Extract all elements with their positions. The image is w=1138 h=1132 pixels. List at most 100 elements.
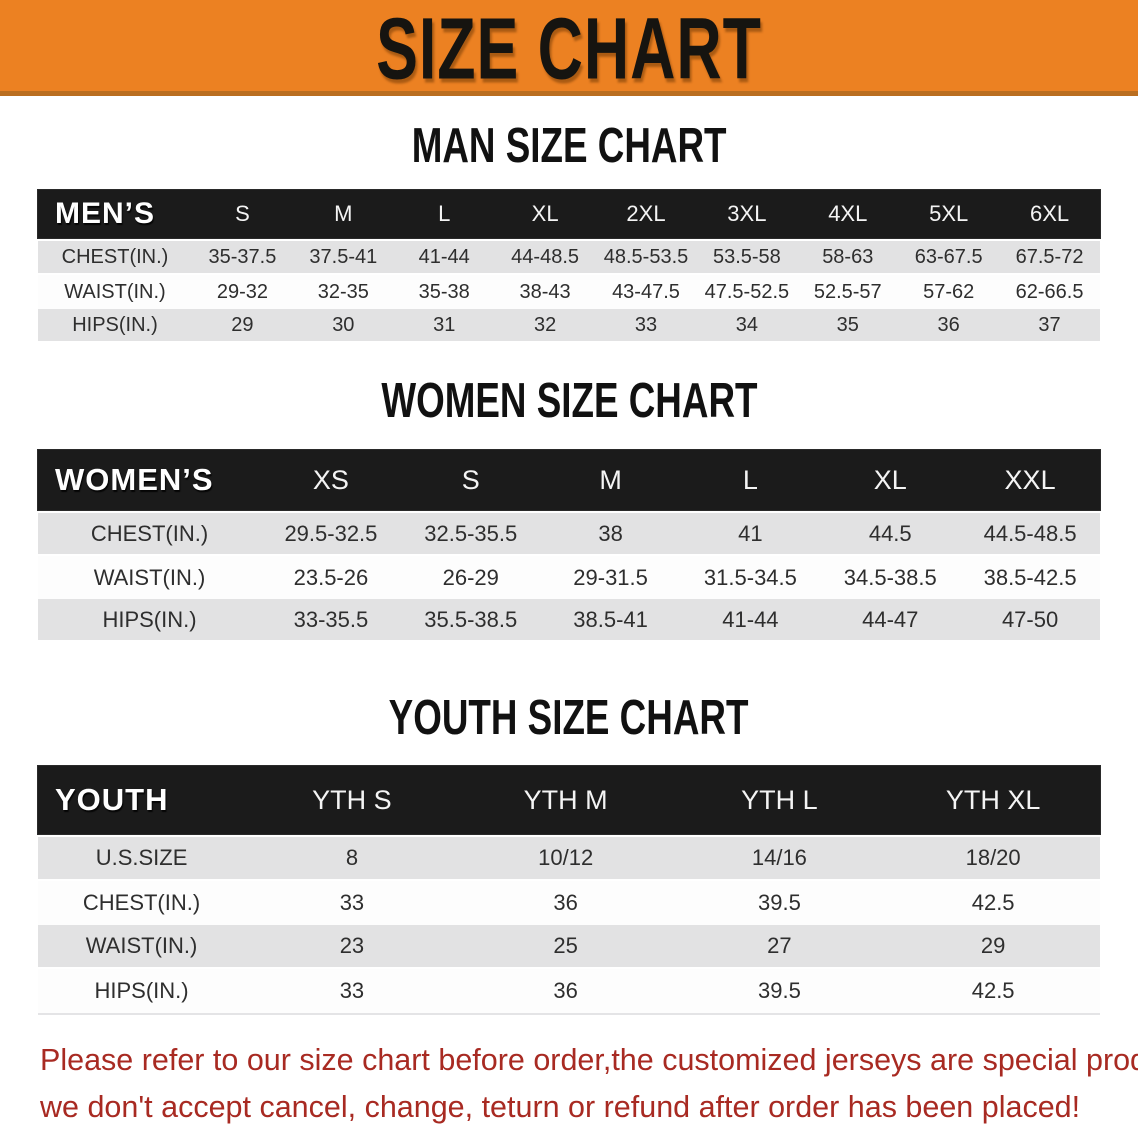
row-label: U.S.SIZE bbox=[95, 845, 188, 870]
mens-hips-row: HIPS(IN.) 29 30 31 32 33 34 35 36 37 bbox=[38, 309, 1100, 343]
table-cell: 25 bbox=[553, 933, 578, 958]
table-cell: 33 bbox=[339, 978, 365, 1003]
youth-hips-row: HIPS(IN.) 33 36 39.5 42.5 bbox=[38, 969, 1100, 1013]
table-cell: 29.5-32.5 bbox=[284, 520, 378, 546]
table-cell: 34.5-38.5 bbox=[843, 564, 937, 590]
youth-waist-row: WAIST(IN.) 23 25 27 29 bbox=[38, 925, 1100, 969]
mens-chest-row: CHEST(IN.) 35-37.5 37.5-41 41-44 44-48.5… bbox=[38, 241, 1100, 275]
table-cell: 18/20 bbox=[965, 845, 1021, 870]
table-cell: 32.5-35.5 bbox=[424, 520, 518, 546]
mens-table-label: MEN’S bbox=[55, 197, 156, 230]
table-cell: 10/12 bbox=[538, 845, 594, 870]
column-header: L bbox=[742, 464, 758, 495]
table-cell: 8 bbox=[345, 845, 359, 870]
table-cell: 44-47 bbox=[862, 606, 919, 632]
man-section-heading: MAN SIZE CHART bbox=[0, 119, 1138, 173]
table-cell: 52.5-57 bbox=[813, 280, 882, 303]
row-label: HIPS(IN.) bbox=[94, 978, 189, 1003]
column-header: 2XL bbox=[626, 201, 666, 226]
disclaimer: Please refer to our size chart before or… bbox=[0, 1037, 1138, 1131]
table-cell: 53.5-58 bbox=[712, 245, 781, 268]
womens-size-table: WOMEN’S XS S M L XL XXL CHEST(IN.) 29.5-… bbox=[38, 450, 1100, 642]
women-section-heading: WOMEN SIZE CHART bbox=[0, 374, 1138, 428]
mens-size-table: MEN’S S M L XL 2XL 3XL 4XL 5XL 6XL CHEST… bbox=[38, 190, 1100, 343]
row-label: HIPS(IN.) bbox=[102, 606, 197, 632]
table-cell: 38.5-41 bbox=[573, 606, 648, 632]
table-cell: 35-38 bbox=[418, 280, 470, 303]
table-cell: 42.5 bbox=[971, 978, 1015, 1003]
disclaimer-line-1: Please refer to our size chart before or… bbox=[40, 1043, 1138, 1077]
column-header: XL bbox=[531, 201, 559, 226]
table-cell: 34 bbox=[735, 313, 758, 336]
youth-size-table: YOUTH YTH S YTH M YTH L YTH XL U.S.SIZE … bbox=[38, 766, 1100, 1015]
table-cell: 42.5 bbox=[971, 890, 1015, 915]
table-cell: 29-32 bbox=[216, 280, 268, 303]
womens-table-label: WOMEN’S bbox=[55, 462, 214, 497]
disclaimer-line-2: we don't accept cancel, change, teturn o… bbox=[40, 1090, 1081, 1124]
table-cell: 39.5 bbox=[757, 890, 801, 915]
row-label: CHEST(IN.) bbox=[90, 520, 209, 546]
table-cell: 14/16 bbox=[751, 845, 807, 870]
row-label: WAIST(IN.) bbox=[64, 280, 166, 303]
table-cell: 29 bbox=[980, 933, 1006, 958]
table-cell: 62-66.5 bbox=[1015, 280, 1084, 303]
table-cell: 44.5 bbox=[868, 520, 912, 546]
column-header: 5XL bbox=[929, 201, 969, 226]
table-cell: 31.5-34.5 bbox=[703, 564, 797, 590]
table-cell: 33 bbox=[339, 890, 365, 915]
table-cell: 38 bbox=[598, 520, 623, 546]
table-cell: 67.5-72 bbox=[1015, 245, 1084, 268]
table-cell: 31 bbox=[433, 313, 456, 336]
table-cell: 57-62 bbox=[923, 280, 975, 303]
mens-table-header-row: MEN’S S M L XL 2XL 3XL 4XL 5XL 6XL bbox=[38, 190, 1100, 238]
table-cell: 38-43 bbox=[519, 280, 571, 303]
column-header: L bbox=[438, 201, 451, 226]
column-header: YTH XL bbox=[945, 784, 1041, 815]
table-cell: 37.5-41 bbox=[309, 245, 378, 268]
table-cell: 44.5-48.5 bbox=[983, 520, 1077, 546]
row-label: WAIST(IN.) bbox=[85, 933, 198, 958]
youth-heading-text: YOUTH SIZE CHART bbox=[389, 691, 749, 745]
table-cell: 41 bbox=[738, 520, 763, 546]
banner: SIZE CHART bbox=[0, 0, 1138, 96]
table-cell: 41-44 bbox=[722, 606, 779, 632]
table-cell: 38.5-42.5 bbox=[983, 564, 1077, 590]
youth-section-heading: YOUTH SIZE CHART bbox=[0, 691, 1138, 745]
column-header: S bbox=[235, 201, 250, 226]
table-cell: 63-67.5 bbox=[914, 245, 983, 268]
column-header: S bbox=[461, 464, 480, 495]
page-title: SIZE CHART bbox=[376, 0, 762, 96]
table-cell: 29 bbox=[231, 313, 254, 336]
column-header: M bbox=[334, 201, 353, 226]
table-cell: 43-47.5 bbox=[612, 280, 680, 303]
youth-ussize-row: U.S.SIZE 8 10/12 14/16 18/20 bbox=[38, 837, 1100, 881]
table-cell: 48.5-53.5 bbox=[603, 245, 689, 268]
table-cell: 33 bbox=[634, 313, 658, 336]
column-header: YTH M bbox=[523, 784, 608, 815]
table-cell: 41-44 bbox=[418, 245, 470, 268]
table-cell: 23.5-26 bbox=[293, 564, 369, 590]
column-header: 3XL bbox=[727, 201, 767, 226]
table-cell: 35.5-38.5 bbox=[424, 606, 518, 632]
table-cell: 58-63 bbox=[822, 245, 874, 268]
table-cell: 32 bbox=[533, 313, 557, 336]
women-heading-text: WOMEN SIZE CHART bbox=[380, 374, 758, 428]
womens-chest-row: CHEST(IN.) 29.5-32.5 32.5-35.5 38 41 44.… bbox=[38, 513, 1100, 556]
column-header: 4XL bbox=[828, 201, 868, 226]
table-cell: 37 bbox=[1038, 313, 1061, 336]
man-heading-text: MAN SIZE CHART bbox=[411, 119, 727, 173]
column-header: XXL bbox=[1004, 464, 1056, 495]
table-cell: 26-29 bbox=[442, 564, 499, 590]
column-header: 6XL bbox=[1029, 201, 1070, 226]
table-cell: 33-35.5 bbox=[293, 606, 369, 632]
column-header: YTH L bbox=[741, 784, 818, 815]
table-cell: 36 bbox=[553, 978, 578, 1003]
womens-waist-row: WAIST(IN.) 23.5-26 26-29 29-31.5 31.5-34… bbox=[38, 556, 1100, 599]
youth-table-header-row: YOUTH YTH S YTH M YTH L YTH XL bbox=[38, 766, 1100, 834]
table-cell: 47.5-52.5 bbox=[704, 280, 790, 303]
table-cell: 23 bbox=[339, 933, 365, 958]
row-label: HIPS(IN.) bbox=[72, 313, 158, 336]
youth-table-label: YOUTH bbox=[55, 782, 169, 817]
table-cell: 44-48.5 bbox=[511, 245, 580, 268]
